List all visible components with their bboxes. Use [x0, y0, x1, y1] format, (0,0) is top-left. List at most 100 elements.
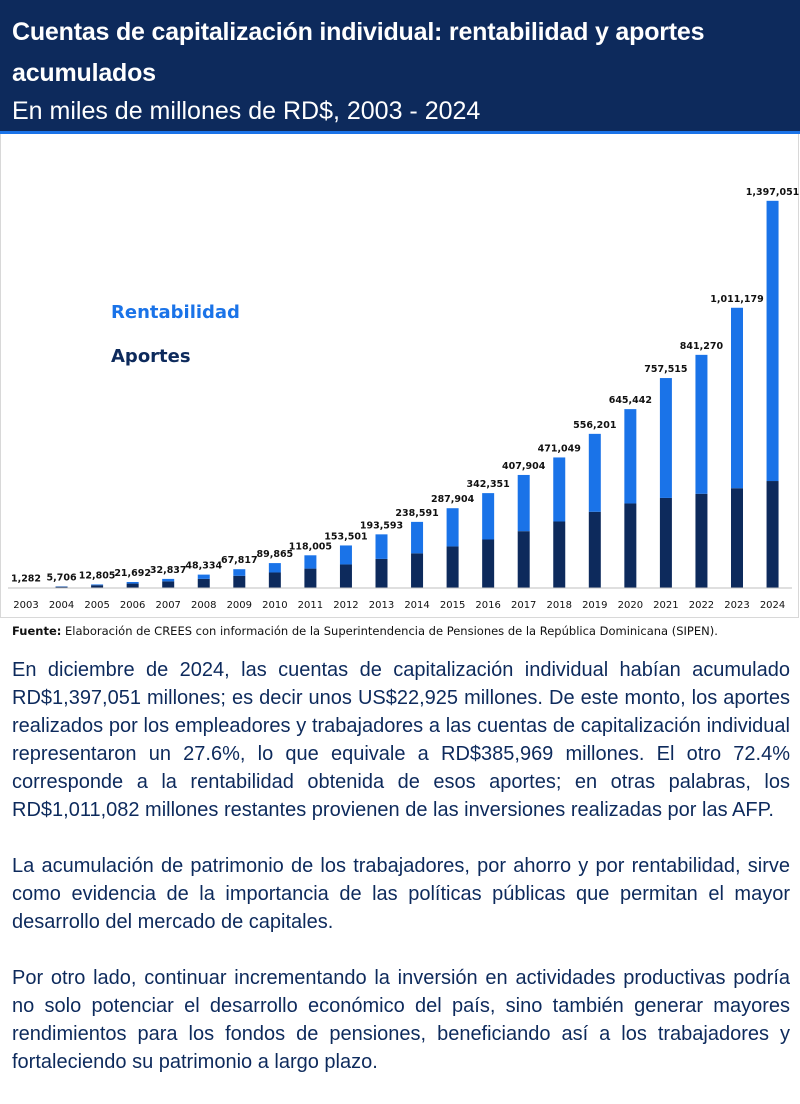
x-tick-2018: 2018 — [547, 600, 572, 611]
x-tick-2024: 2024 — [760, 600, 785, 611]
x-tick-2010: 2010 — [262, 600, 287, 611]
value-label-2024: 1,397,051 — [746, 187, 800, 198]
legend-aportes: Aportes — [111, 346, 191, 367]
value-label-2005: 12,805 — [79, 570, 116, 581]
bar-aportes-2004 — [55, 586, 68, 588]
bar-rentabilidad-2020 — [624, 409, 637, 504]
bar-aportes-2005 — [91, 585, 104, 588]
value-label-2012: 153,501 — [324, 531, 367, 542]
bar-aportes-2012 — [339, 564, 352, 588]
bar-rentabilidad-2012 — [339, 545, 352, 565]
value-label-2008: 48,334 — [185, 561, 222, 572]
value-label-2003: 1,282 — [11, 574, 41, 585]
page-header: Cuentas de capitalización individual: re… — [0, 0, 800, 134]
x-tick-2023: 2023 — [724, 600, 749, 611]
x-tick-2021: 2021 — [653, 600, 678, 611]
value-label-2016: 342,351 — [467, 479, 510, 490]
page-title: Cuentas de capitalización individual: re… — [12, 18, 705, 87]
bar-aportes-2011 — [304, 568, 317, 588]
bar-aportes-2007 — [162, 581, 175, 588]
bar-aportes-2013 — [375, 558, 388, 588]
header-rule — [0, 131, 800, 134]
body-text: En diciembre de 2024, las cuentas de cap… — [12, 656, 790, 1104]
bar-aportes-2022 — [695, 493, 708, 588]
bar-aportes-2009 — [233, 575, 246, 588]
source-text: Elaboración de CREES con información de … — [65, 624, 718, 638]
value-label-2007: 32,837 — [150, 565, 187, 576]
bar-aportes-2015 — [446, 546, 459, 588]
chart-bars — [20, 200, 779, 589]
bar-rentabilidad-2016 — [482, 493, 495, 540]
bar-rentabilidad-2018 — [553, 457, 566, 522]
x-tick-2019: 2019 — [582, 600, 607, 611]
bar-rentabilidad-2013 — [375, 534, 388, 559]
bar-rentabilidad-2022 — [695, 354, 708, 494]
bar-rentabilidad-2005 — [91, 584, 104, 586]
x-tick-2011: 2011 — [298, 600, 323, 611]
x-tick-2020: 2020 — [618, 600, 643, 611]
x-tick-2016: 2016 — [475, 600, 500, 611]
bar-aportes-2024 — [766, 481, 779, 588]
x-tick-2009: 2009 — [227, 600, 252, 611]
x-tick-2006: 2006 — [120, 600, 145, 611]
paragraph: La acumulación de patrimonio de los trab… — [12, 855, 790, 933]
bar-aportes-2017 — [517, 531, 530, 588]
bar-aportes-2018 — [553, 521, 566, 588]
bar-rentabilidad-2006 — [126, 581, 139, 584]
value-label-2019: 556,201 — [573, 420, 616, 431]
x-tick-2008: 2008 — [191, 600, 216, 611]
x-tick-2005: 2005 — [84, 600, 109, 611]
bar-rentabilidad-2021 — [659, 378, 672, 498]
bar-rentabilidad-2019 — [588, 433, 601, 512]
value-label-2023: 1,011,179 — [710, 294, 764, 305]
x-tick-2004: 2004 — [49, 600, 74, 611]
source-note: Fuente: Elaboración de CREES con informa… — [12, 624, 718, 638]
bar-rentabilidad-2017 — [517, 474, 530, 532]
bar-aportes-2006 — [126, 583, 139, 588]
bar-aportes-2010 — [268, 572, 281, 588]
bar-aportes-2014 — [411, 553, 424, 588]
value-label-2010: 89,865 — [257, 549, 294, 560]
chart-legend: Rentabilidad Aportes — [111, 302, 240, 367]
bar-aportes-2016 — [482, 539, 495, 588]
bar-rentabilidad-2007 — [162, 578, 175, 582]
x-axis-tick-labels: 2003 2004 2005 2006 2007 2008 2009 2010 2011 2012… — [13, 600, 785, 611]
bar-rentabilidad-2015 — [446, 508, 459, 547]
bar-aportes-2020 — [624, 503, 637, 588]
bar-aportes-2019 — [588, 511, 601, 588]
value-label-2022: 841,270 — [680, 341, 724, 352]
x-tick-2014: 2014 — [404, 600, 429, 611]
chart-value-labels: 1,282 5,706 12,80521,69232,83748,33467,817… — [11, 187, 799, 585]
value-label-2009: 67,817 — [221, 555, 258, 566]
x-tick-2017: 2017 — [511, 600, 536, 611]
chart-frame — [0, 134, 799, 618]
bar-aportes-2023 — [731, 488, 743, 588]
x-tick-2003: 2003 — [13, 600, 38, 611]
stacked-bar-chart: Rentabilidad Aportes 1,282 5,706 12,80521,6… — [8, 187, 799, 611]
x-tick-2013: 2013 — [369, 600, 394, 611]
value-label-2006: 21,692 — [114, 568, 151, 579]
legend-rentabilidad: Rentabilidad — [111, 302, 240, 323]
bar-rentabilidad-2010 — [268, 563, 281, 573]
bar-rentabilidad-2009 — [233, 569, 246, 576]
value-label-2004: 5,706 — [47, 572, 77, 583]
x-tick-2022: 2022 — [689, 600, 714, 611]
source-label: Fuente: — [12, 624, 62, 638]
paragraph: Por otro lado, continuar incrementando l… — [12, 967, 790, 1073]
page-subtitle: En miles de millones de RD$, 2003 - 2024 — [12, 97, 481, 125]
bar-rentabilidad-2023 — [731, 307, 743, 489]
value-label-2014: 238,591 — [395, 508, 438, 519]
value-label-2013: 193,593 — [360, 520, 403, 531]
bar-rentabilidad-2011 — [304, 555, 317, 569]
bar-aportes-2021 — [659, 497, 672, 588]
bar-rentabilidad-2014 — [411, 521, 424, 554]
x-tick-2015: 2015 — [440, 600, 465, 611]
x-tick-2012: 2012 — [333, 600, 358, 611]
bar-rentabilidad-2024 — [766, 200, 779, 482]
x-tick-2007: 2007 — [155, 600, 180, 611]
paragraph: En diciembre de 2024, las cuentas de cap… — [12, 659, 790, 821]
bar-aportes-2008 — [197, 578, 210, 588]
value-label-2021: 757,515 — [644, 364, 687, 375]
value-label-2017: 407,904 — [502, 461, 546, 472]
value-label-2020: 645,442 — [609, 395, 652, 406]
